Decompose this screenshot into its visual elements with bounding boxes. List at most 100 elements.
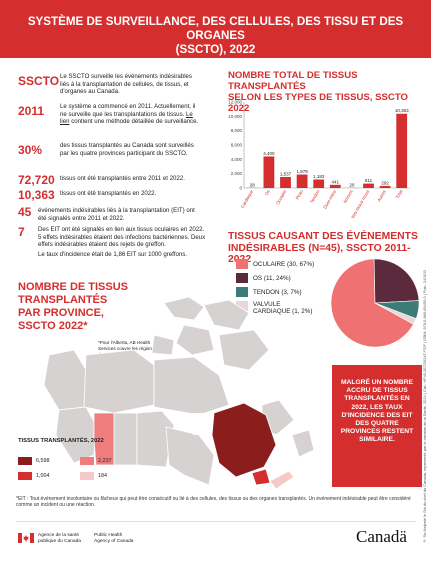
pie-slice-valvule-cardiaque	[374, 302, 417, 325]
category-label: Os	[264, 188, 272, 196]
pie-legend-item-valvule: VALVULE CARDIAQUE (1, 2%)	[236, 301, 336, 315]
province-newfoundland	[291, 429, 315, 458]
hudson-bay	[174, 413, 212, 435]
province-quebec	[211, 402, 277, 478]
bar-value-label: 1,537	[280, 171, 292, 176]
stat-text-30pct: des tissus transplantés au Canada sont s…	[60, 142, 194, 157]
y-tick-label: 2,000	[231, 171, 243, 176]
stat-num-sscto: SSCTO	[18, 74, 60, 88]
category-label: Dure-mère	[322, 189, 337, 210]
legend-swatch	[236, 301, 248, 311]
map-legend-item-2237: 2,237	[80, 457, 138, 465]
legend-swatch	[236, 259, 248, 269]
province-bc	[55, 406, 97, 464]
legend-swatch	[80, 472, 94, 480]
category-label: Cardiaque	[240, 189, 255, 210]
province-ontario	[165, 426, 215, 486]
province-nwt	[83, 349, 155, 414]
legend-swatch	[236, 273, 248, 283]
province-alberta	[93, 412, 115, 466]
y-tick-label: 10,000	[228, 114, 242, 119]
pie-legend-item-tendon: TENDON (3, 7%)	[236, 287, 336, 297]
map-legend-item-6598: 6,598	[18, 457, 80, 465]
method-link[interactable]: Le lien	[60, 110, 193, 126]
y-tick-label: 0	[239, 186, 242, 191]
arctic-island-2	[203, 299, 250, 331]
bar	[280, 176, 291, 188]
canada-wordmark: Canadä	[356, 527, 407, 546]
map-title: NOMBRE DE TISSUS TRANSPLANTÉS PAR PROVIN…	[18, 281, 129, 332]
pie-legend: OCULAIRE (30, 67%) OS (11, 24%) TENDON (…	[236, 259, 336, 319]
y-tick-label: 6,000	[231, 143, 243, 148]
canada-map	[43, 296, 315, 490]
pie-slice-os	[373, 258, 420, 304]
incidence-rate: Le taux d'incidence était de 1,86 EIT su…	[38, 250, 187, 258]
province-yukon	[43, 349, 87, 411]
stat-num-2011: 2011	[18, 104, 45, 118]
pie-slice-oculaire	[330, 258, 414, 348]
bar	[329, 184, 341, 188]
bar	[313, 179, 325, 188]
legend-swatch	[80, 457, 94, 465]
bar	[396, 113, 408, 188]
stat-text-72720: tissus ont été transplantés entre 2011 e…	[60, 175, 185, 182]
copyright-side-text: © Sa Majesté le Roi du chef du Canada, r…	[422, 270, 427, 544]
header-title-line1: SYSTÈME DE SURVEILLANCE, DES CELLULES, D…	[27, 15, 404, 42]
map-legend-title: TISSUS TRANSPLANTÉS, 2022	[18, 438, 104, 444]
bar-value-label: 4,400	[263, 151, 275, 156]
bar-value-label: 441	[332, 179, 340, 184]
stat-text-7: Des EIT ont été signalés en lien aux tis…	[38, 226, 206, 258]
arctic-island-3	[175, 324, 215, 356]
map-legend-item-184: 184	[80, 472, 138, 480]
stat-text-10363: tissus ont été transplantés en 2022.	[60, 190, 157, 197]
stat-num-10363: 10,363	[18, 188, 55, 202]
stat-text-sscto: Le SSCTO surveille les événements indési…	[60, 73, 192, 96]
stat-text-45: événements indésirables liés à la transp…	[38, 207, 195, 222]
arctic-island-5	[151, 334, 175, 356]
y-tick-label: 12,000	[228, 100, 242, 105]
bar-value-label: 20	[349, 182, 355, 187]
footnote: *EIT : Tout événement involontaire ou fâ…	[16, 496, 411, 509]
bar-value-label: 28	[250, 182, 256, 187]
category-label: Autres	[376, 188, 387, 202]
agency-name-en: Public Health Agency of Canada	[94, 533, 134, 544]
canada-flag-icon	[18, 533, 34, 543]
stat-num-7: 7	[18, 225, 25, 239]
pie-legend-item-os: OS (11, 24%)	[236, 273, 336, 283]
pie-legend-item-oculaire: OCULAIRE (30, 67%)	[236, 259, 336, 269]
legend-swatch	[18, 457, 32, 465]
category-label: Total	[395, 189, 404, 200]
map-legend-item-1004: 1,004	[18, 472, 80, 480]
arctic-island-4	[218, 329, 270, 371]
pie-chart	[330, 258, 420, 348]
footer-divider	[16, 521, 416, 522]
category-label: Oculaire	[275, 189, 288, 206]
y-tick-label: 8,000	[231, 128, 243, 133]
map-legend: 6,598 2,237 1,004 184	[18, 457, 138, 480]
bar	[379, 185, 391, 188]
province-nova-scotia	[269, 470, 295, 490]
legend-swatch	[236, 287, 248, 297]
bar-value-label: 1,183	[313, 174, 325, 179]
stat-num-72720: 72,720	[18, 173, 55, 187]
province-new-brunswick	[251, 468, 271, 486]
stat-num-30pct: 30%	[18, 143, 43, 157]
category-label: Tendon	[309, 189, 321, 204]
bar	[263, 156, 275, 188]
bar-value-label: 292	[381, 180, 389, 185]
bar-value-label: 1,879	[296, 169, 308, 174]
bar-value-label: 10,363	[395, 108, 409, 113]
header-title-line2: (SSCTO), 2022	[175, 43, 256, 56]
page-header: SYSTÈME DE SURVEILLANCE, DES CELLULES, D…	[0, 0, 431, 58]
agency-name-fr: Agence de la santé publique du Canada	[38, 533, 81, 544]
stat-text-2011: Le système a commencé en 2011. Actuellem…	[60, 103, 199, 126]
bar-chart: 12,000 10,000 8,000 6,000 4,000 2,000 0 28 Cardi…	[228, 100, 410, 218]
bar-value-label: 611	[365, 178, 373, 183]
category-label: Peau	[295, 189, 305, 201]
stat-num-45: 45	[18, 205, 32, 219]
bar	[296, 174, 308, 188]
legend-swatch	[18, 472, 32, 480]
arctic-island-1	[163, 296, 205, 321]
bar	[363, 183, 374, 188]
y-tick-label: 4,000	[231, 157, 243, 162]
